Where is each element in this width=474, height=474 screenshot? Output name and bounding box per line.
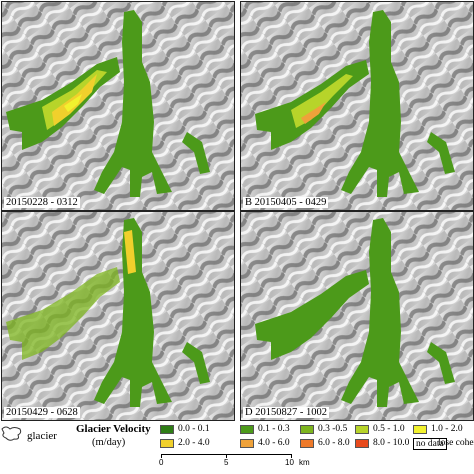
scale-tick-label: 0 — [159, 458, 164, 467]
legend-item-label: 0.3 -0.5 — [318, 424, 348, 434]
legend-item-label: 4.0 - 6.0 — [258, 438, 290, 448]
legend-item-label: 0.1 - 0.3 — [258, 424, 290, 434]
map-panel-b: B 20150405 - 0429 — [240, 1, 474, 211]
legend-item-label: 6.0 - 8.0 — [318, 438, 350, 448]
legend-unit: (m/day) — [92, 437, 126, 448]
legend-swatch — [160, 425, 174, 434]
glacier-velocity-map — [241, 212, 473, 420]
legend-swatch — [300, 439, 314, 448]
panel-label: 20150429 - 0628 — [4, 407, 80, 418]
map-panel-d: D 20150827 - 1002 — [240, 211, 474, 421]
panel-label: 20150228 - 0312 — [4, 197, 80, 208]
legend-item-label: 2.0 - 4.0 — [178, 438, 210, 448]
panel-label: B 20150405 - 0429 — [243, 197, 329, 208]
legend-swatch — [355, 439, 369, 448]
legend-item-label: 0.5 - 1.0 — [373, 424, 405, 434]
legend-item-label: 8.0 - 10.0 — [373, 438, 410, 448]
legend-title: Glacier Velocity — [76, 423, 151, 435]
scale-bar: 0 5 10 km — [158, 452, 310, 474]
no-data-label: no data — [413, 438, 447, 450]
glacier-velocity-map — [241, 2, 473, 210]
glacier-velocity-map — [2, 2, 234, 210]
glacier-velocity-map — [2, 212, 234, 420]
legend-swatch — [240, 439, 254, 448]
scale-tick-label: 5 — [224, 458, 229, 467]
legend-swatch — [240, 425, 254, 434]
scale-unit: km — [299, 458, 310, 467]
legend-item-label: lose coherence — [438, 438, 474, 448]
scale-tick-label: 10 — [285, 458, 294, 467]
legend-item-label: 1.0 - 2.0 — [431, 424, 463, 434]
legend-swatch — [300, 425, 314, 434]
legend-swatch — [160, 439, 174, 448]
map-panel-c: 20150429 - 0628 — [1, 211, 235, 421]
legend-swatch — [355, 425, 369, 434]
legend-swatch — [413, 425, 427, 434]
map-panel-a: 20150228 - 0312 — [1, 1, 235, 211]
glacier-legend-label: glacier — [27, 430, 57, 442]
legend-item-label: 0.0 - 0.1 — [178, 424, 210, 434]
glacier-outline-icon — [1, 426, 22, 441]
panel-label: D 20150827 - 1002 — [243, 407, 329, 418]
